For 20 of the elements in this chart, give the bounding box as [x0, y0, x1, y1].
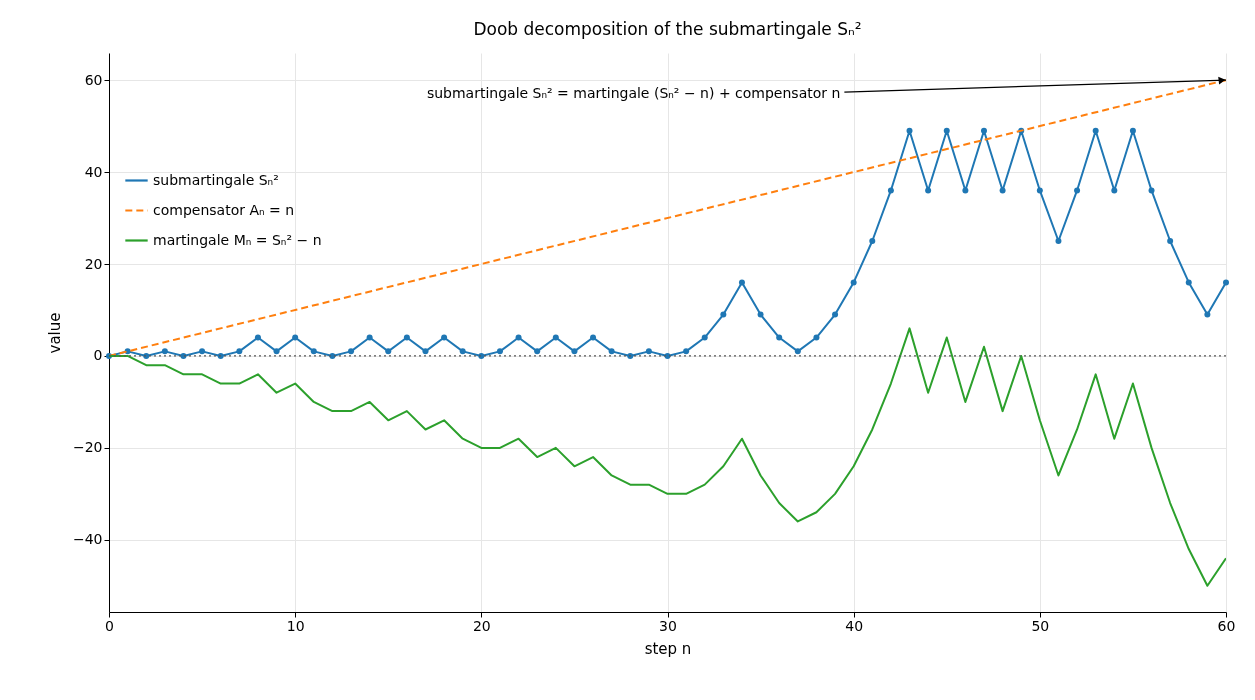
- legend-label: compensator Aₙ = n: [153, 201, 295, 218]
- x-tick-label: 30: [659, 617, 677, 634]
- annotation: submartingale Sₙ² = martingale (Sₙ² − n) + compensator n: [426, 85, 841, 102]
- chart-title: Doob decomposition of the submartingale Sₙ²: [473, 19, 862, 39]
- x-axis-title: step n: [644, 639, 692, 658]
- x-tick-label: 40: [845, 617, 864, 634]
- y-tick-label: −20: [72, 439, 103, 456]
- x-tick-label: 20: [472, 617, 491, 634]
- x-tick-label: 50: [1031, 617, 1050, 634]
- y-tick-label: −40: [72, 531, 103, 548]
- x-tick-label: 0: [105, 617, 114, 634]
- legend-label: submartingale Sₙ²: [153, 171, 279, 188]
- y-tick-label: 60: [84, 71, 103, 88]
- x-tick-label: 10: [286, 617, 305, 634]
- y-axis-title: value: [45, 312, 64, 354]
- legend-label: martingale Mₙ = Sₙ² − n: [153, 231, 322, 248]
- x-tick-label: 60: [1217, 617, 1236, 634]
- y-tick-label: 20: [84, 255, 103, 272]
- y-tick-label: 0: [93, 347, 103, 364]
- y-tick-label: 40: [84, 163, 103, 180]
